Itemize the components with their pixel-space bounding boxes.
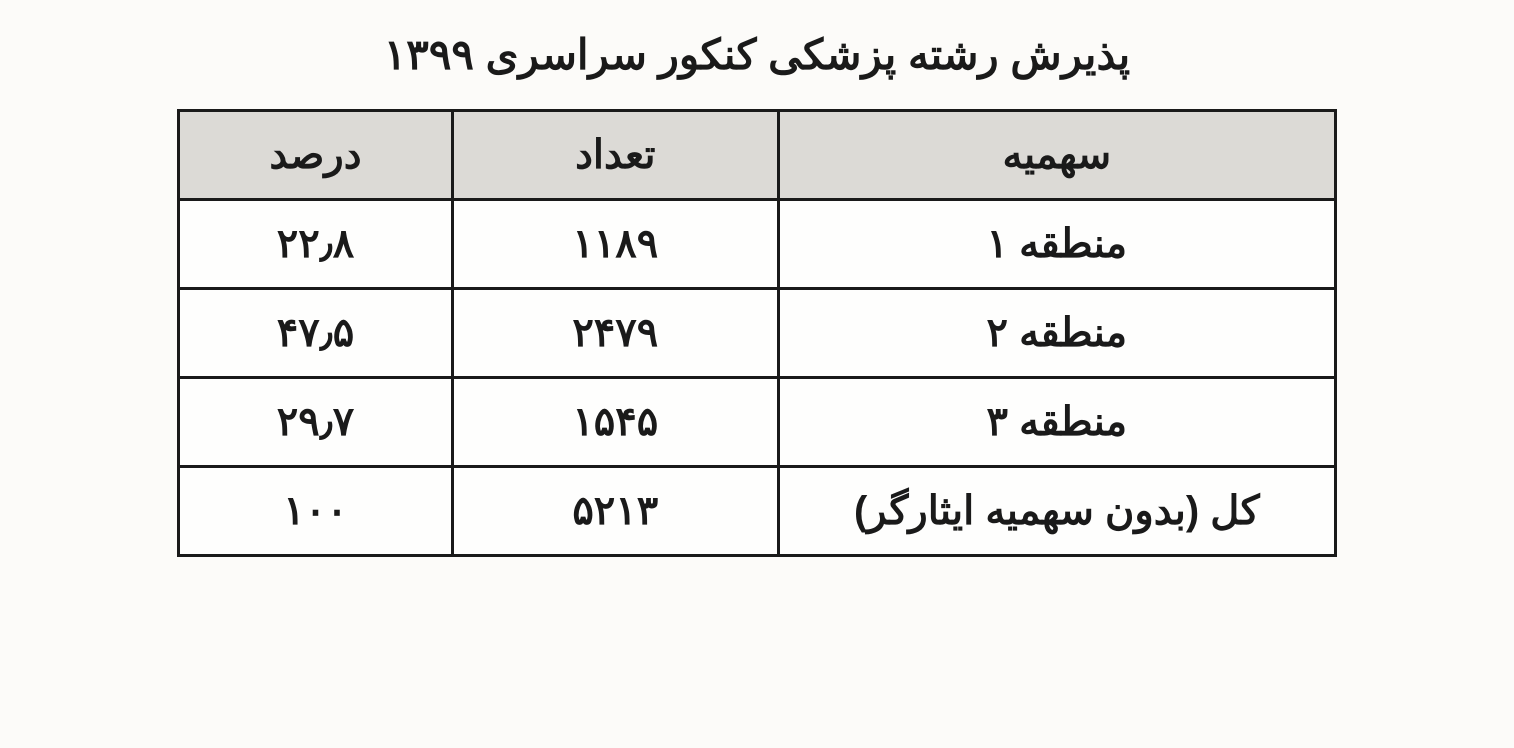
table-row: ۱۰۰ ۵۲۱۳ کل (بدون سهمیه ایثارگر) — [179, 467, 1336, 556]
col-header-count: تعداد — [452, 111, 778, 200]
table-header-row: درصد تعداد سهمیه — [179, 111, 1336, 200]
cell-count: ۵۲۱۳ — [452, 467, 778, 556]
cell-count: ۱۱۸۹ — [452, 200, 778, 289]
page-title: پذیرش رشته پزشکی کنکور سراسری ۱۳۹۹ — [40, 30, 1474, 79]
table-row: ۲۲٫۸ ۱۱۸۹ منطقه ۱ — [179, 200, 1336, 289]
col-header-percent: درصد — [179, 111, 453, 200]
table-row: ۲۹٫۷ ۱۵۴۵ منطقه ۳ — [179, 378, 1336, 467]
cell-percent: ۲۲٫۸ — [179, 200, 453, 289]
cell-percent: ۱۰۰ — [179, 467, 453, 556]
table-row: ۴۷٫۵ ۲۴۷۹ منطقه ۲ — [179, 289, 1336, 378]
col-header-quota: سهمیه — [778, 111, 1335, 200]
cell-count: ۱۵۴۵ — [452, 378, 778, 467]
cell-quota: منطقه ۱ — [778, 200, 1335, 289]
cell-quota: منطقه ۲ — [778, 289, 1335, 378]
cell-quota: منطقه ۳ — [778, 378, 1335, 467]
cell-count: ۲۴۷۹ — [452, 289, 778, 378]
admission-table: درصد تعداد سهمیه ۲۲٫۸ ۱۱۸۹ منطقه ۱ ۴۷٫۵ … — [177, 109, 1337, 557]
page: پذیرش رشته پزشکی کنکور سراسری ۱۳۹۹ درصد … — [40, 30, 1474, 557]
cell-percent: ۲۹٫۷ — [179, 378, 453, 467]
cell-percent: ۴۷٫۵ — [179, 289, 453, 378]
cell-quota: کل (بدون سهمیه ایثارگر) — [778, 467, 1335, 556]
